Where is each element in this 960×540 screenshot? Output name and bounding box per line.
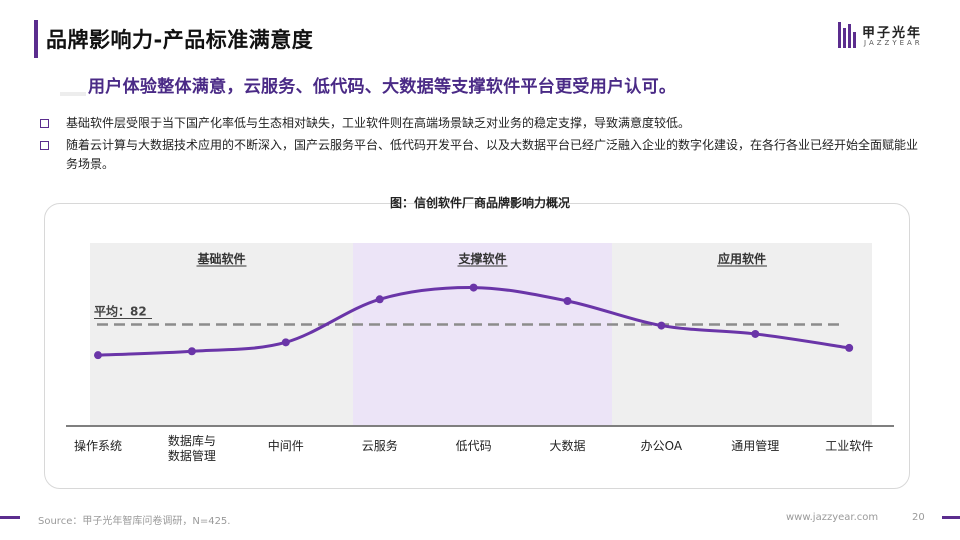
logo-bars-icon bbox=[838, 22, 858, 48]
bullet-text: 随着云计算与大数据技术应用的不断深入，国产云服务平台、低代码开发平台、以及大数据… bbox=[66, 138, 919, 171]
group-label: 支撑软件 bbox=[457, 251, 506, 266]
footer-accent-left bbox=[0, 516, 20, 519]
headline: 用户体验整体满意，云服务、低代码、大数据等支撑软件平台更受用户认可。 bbox=[88, 77, 677, 97]
website-url: www.jazzyear.com bbox=[786, 512, 879, 523]
footer-accent-right bbox=[942, 516, 960, 519]
headline-decoration bbox=[60, 92, 86, 96]
source-note: Source：甲子光年智库问卷调研，N=425. bbox=[38, 516, 231, 527]
data-point bbox=[563, 296, 572, 305]
group-label: 基础软件 bbox=[196, 251, 245, 266]
x-tick-label: 办公OA bbox=[641, 438, 683, 453]
data-point bbox=[845, 343, 854, 352]
data-point bbox=[469, 283, 478, 292]
chart-card bbox=[44, 203, 910, 489]
data-point bbox=[751, 329, 760, 338]
x-tick-label: 大数据 bbox=[549, 438, 585, 453]
data-point bbox=[281, 338, 290, 347]
average-label: 平均：82 bbox=[94, 303, 147, 318]
page-title: 品牌影响力-产品标准满意度 bbox=[46, 28, 314, 52]
square-bullet-icon bbox=[40, 141, 49, 150]
x-tick-label: 通用管理 bbox=[731, 438, 779, 453]
x-tick-label: 操作系统 bbox=[74, 438, 122, 453]
x-tick-label: 工业软件 bbox=[825, 439, 873, 453]
chart-title: 图：信创软件厂商品牌影响力概况 bbox=[389, 196, 570, 210]
data-point bbox=[187, 347, 196, 356]
title-accent-bar bbox=[34, 20, 38, 58]
group-band-2 bbox=[353, 243, 612, 425]
bullet-text: 基础软件层受限于当下国产化率低与生态相对缺失，工业软件则在高端场景缺乏对业务的稳… bbox=[66, 116, 691, 130]
x-tick-label: 云服务 bbox=[362, 438, 398, 453]
brand-logo: 甲子光年 JAZZYEAR bbox=[838, 18, 948, 54]
logo-name: 甲子光年 bbox=[862, 26, 923, 41]
data-point bbox=[94, 351, 102, 360]
x-tick-label: 中间件 bbox=[268, 438, 304, 453]
bullet-list: 基础软件层受限于当下国产化率低与生态相对缺失，工业软件则在高端场景缺乏对业务的稳… bbox=[40, 114, 920, 177]
x-tick-label: 数据库与数据管理 bbox=[168, 433, 216, 463]
bullet-item: 基础软件层受限于当下国产化率低与生态相对缺失，工业软件则在高端场景缺乏对业务的稳… bbox=[40, 114, 920, 133]
page-number: 20 bbox=[912, 512, 925, 523]
bullet-item: 随着云计算与大数据技术应用的不断深入，国产云服务平台、低代码开发平台、以及大数据… bbox=[40, 136, 920, 174]
data-point bbox=[657, 321, 666, 330]
group-band-1 bbox=[90, 243, 353, 425]
data-point bbox=[375, 295, 384, 304]
group-label: 应用软件 bbox=[718, 251, 766, 266]
x-tick-label: 低代码 bbox=[456, 439, 492, 453]
logo-subtitle: JAZZYEAR bbox=[864, 39, 923, 47]
square-bullet-icon bbox=[40, 119, 49, 128]
